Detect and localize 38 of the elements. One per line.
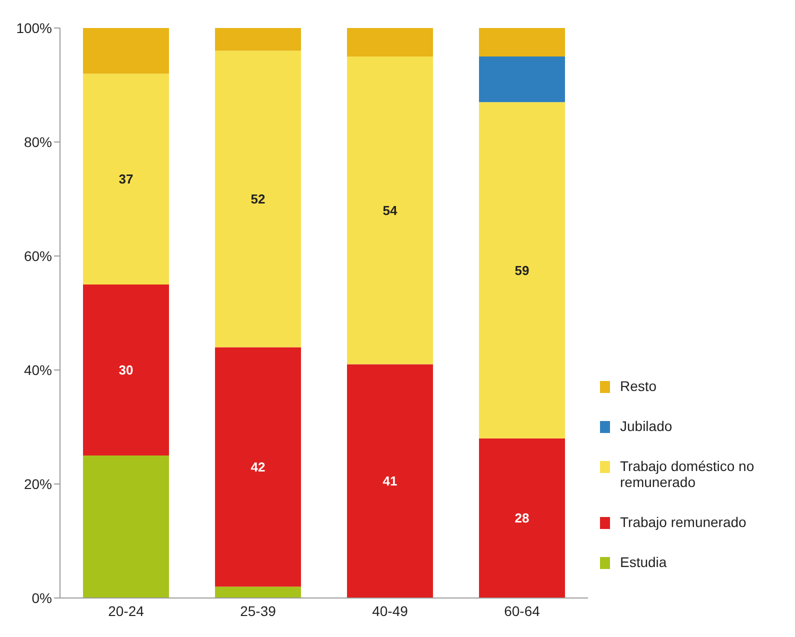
legend-label: Estudia	[620, 554, 668, 570]
x-tick-label: 20-24	[108, 602, 144, 619]
data-label: 59	[514, 262, 530, 278]
legend-label: Trabajo remunerado	[620, 514, 748, 530]
y-tick-label: 80%	[24, 134, 52, 150]
data-label: 52	[250, 192, 266, 206]
bar	[347, 56, 433, 364]
bar	[83, 28, 169, 74]
bar	[479, 28, 565, 56]
bar	[215, 50, 301, 348]
bar	[215, 586, 301, 598]
y-tick-label: 100%	[16, 20, 52, 36]
legend-label: Trabajo doméstico no remunerado	[620, 458, 756, 490]
bar	[83, 74, 169, 284]
bar	[83, 284, 169, 456]
bar	[479, 102, 565, 438]
bar	[347, 28, 433, 56]
bar	[479, 438, 565, 598]
x-tick-label: 25-39	[240, 602, 276, 619]
legend-label: Resto	[620, 378, 658, 394]
y-tick-label: 0%	[32, 590, 52, 606]
x-tick-label: 40-49	[372, 602, 408, 619]
bar	[83, 456, 169, 598]
data-label: 37	[118, 172, 134, 187]
bar	[347, 364, 433, 598]
y-tick-label: 60%	[24, 248, 52, 264]
data-label: 28	[514, 510, 530, 526]
data-label: 41	[382, 474, 398, 489]
legend-label: Jubilado	[620, 418, 674, 434]
data-label: 42	[250, 459, 266, 474]
data-label: 54	[382, 202, 398, 218]
bar	[215, 28, 301, 51]
x-tick-label: 60-64	[504, 602, 540, 619]
bar	[215, 347, 301, 587]
data-label: 30	[118, 362, 134, 378]
bar	[479, 56, 565, 102]
y-tick-label: 20%	[24, 476, 52, 492]
y-tick-label: 40%	[24, 362, 52, 378]
